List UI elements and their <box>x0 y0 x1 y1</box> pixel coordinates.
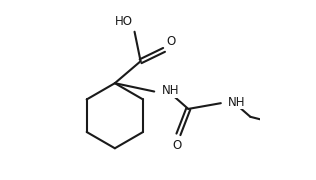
Text: NH: NH <box>161 84 179 97</box>
Text: O: O <box>167 35 176 48</box>
Text: O: O <box>172 139 182 152</box>
Text: NH: NH <box>228 96 246 109</box>
Text: HO: HO <box>115 15 133 28</box>
